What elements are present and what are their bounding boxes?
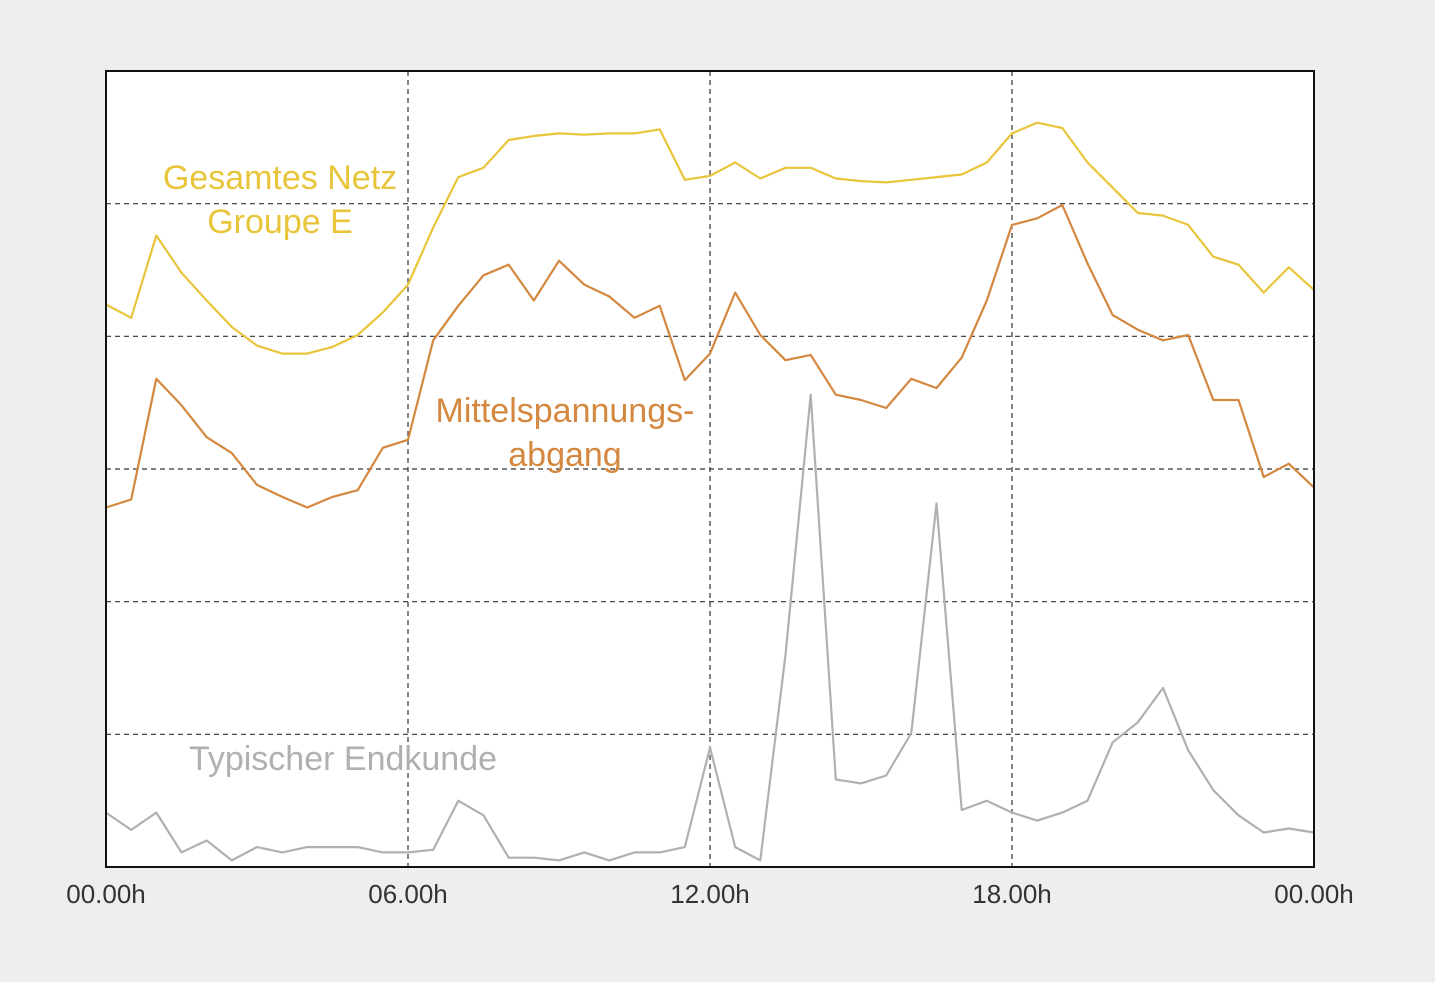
x-tick-label: 06.00h <box>368 879 448 909</box>
series-line <box>105 203 1315 509</box>
series-label: Typischer Endkunde <box>189 740 497 778</box>
series-label: Groupe E <box>207 203 353 241</box>
series-line <box>105 393 1315 862</box>
x-tick-label: 00.00h <box>66 879 146 909</box>
lines <box>105 121 1315 862</box>
series-line <box>105 121 1315 355</box>
series-label: Mittelspannungs- <box>436 392 695 430</box>
plot-frame <box>105 70 1315 868</box>
x-tick-label: 00.00h <box>1274 879 1354 909</box>
grid <box>106 71 1314 867</box>
x-tick-label: 18.00h <box>972 879 1052 909</box>
x-tick-label: 12.00h <box>670 879 750 909</box>
series-label: Gesamtes Netz <box>163 159 397 197</box>
series-label: abgang <box>508 436 621 474</box>
